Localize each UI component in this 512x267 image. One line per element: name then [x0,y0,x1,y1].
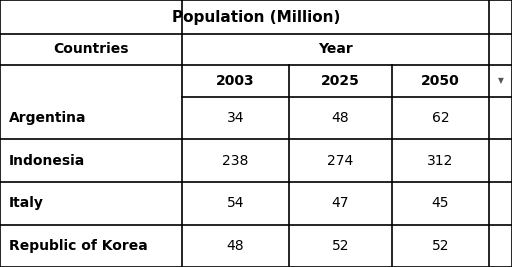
Text: 34: 34 [227,111,244,125]
Text: Year: Year [318,42,353,56]
Text: 52: 52 [332,239,349,253]
Text: 62: 62 [432,111,449,125]
Text: 54: 54 [227,197,244,210]
Text: Republic of Korea: Republic of Korea [9,239,148,253]
Text: Argentina: Argentina [9,111,87,125]
Text: 48: 48 [227,239,244,253]
Text: 52: 52 [432,239,449,253]
Text: ▼: ▼ [498,76,503,85]
Text: 45: 45 [432,197,449,210]
Text: 274: 274 [327,154,354,168]
Text: 47: 47 [332,197,349,210]
Text: Indonesia: Indonesia [9,154,86,168]
Text: 312: 312 [427,154,454,168]
Text: 238: 238 [222,154,249,168]
Text: Countries: Countries [53,42,129,56]
Text: Italy: Italy [9,197,44,210]
Text: 2050: 2050 [421,74,460,88]
Text: 2003: 2003 [216,74,255,88]
Text: 2025: 2025 [321,74,360,88]
Text: Population (Million): Population (Million) [172,10,340,25]
Text: 48: 48 [332,111,349,125]
